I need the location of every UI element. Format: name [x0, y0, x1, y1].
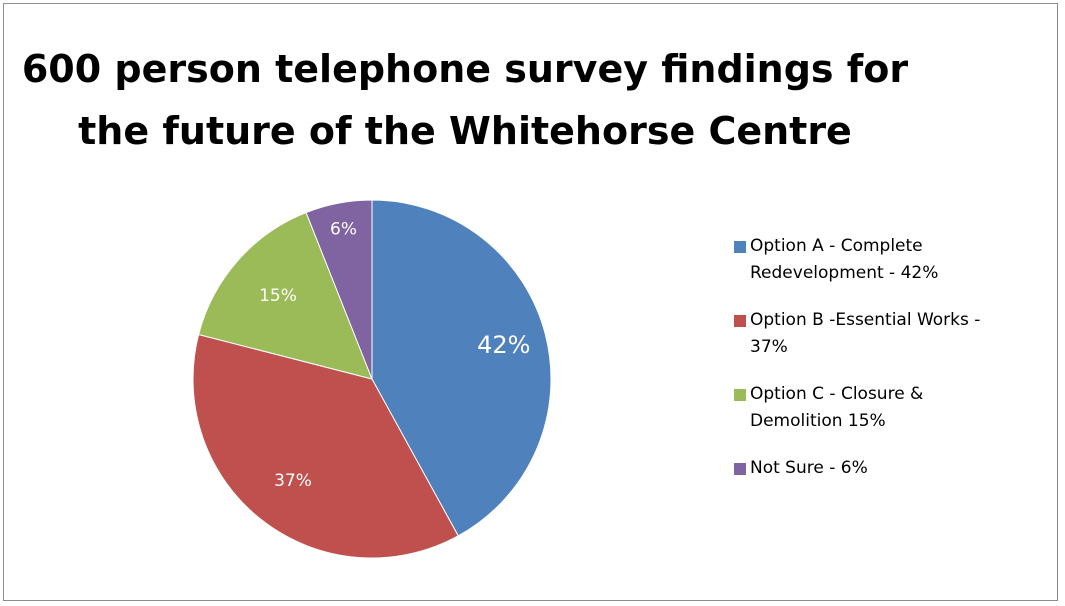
- data-label-option-a: 42%: [477, 331, 530, 359]
- legend-label-option-c-line-2: Demolition 15%: [750, 411, 886, 431]
- legend-swatch-not-sure: [734, 463, 746, 475]
- legend-label-option-b-line-2: 37%: [750, 337, 788, 357]
- legend-label-not-sure-line-1: Not Sure - 6%: [750, 458, 868, 478]
- legend-label-option-c: Option C - Closure & Demolition 15%: [750, 381, 1050, 435]
- legend-label-option-a-line-1: Option A - Complete: [750, 236, 923, 256]
- legend-item-option-b: Option B -Essential Works - 37%: [731, 307, 1051, 361]
- legend-swatch-option-b: [734, 315, 746, 327]
- legend-swatch-option-a: [734, 241, 746, 253]
- data-label-option-c: 15%: [259, 286, 297, 306]
- chart-title: 600 person telephone survey findings for…: [0, 38, 930, 162]
- pie-slice-option-b: [192, 333, 459, 559]
- legend-swatch-option-c: [734, 389, 746, 401]
- legend-item-option-a: Option A - Complete Redevelopment - 42%: [731, 233, 1051, 287]
- legend-label-not-sure: Not Sure - 6%: [750, 455, 1050, 482]
- pie-slice-option-a: [371, 199, 552, 537]
- chart-title-line-2: the future of the Whitehorse Centre: [78, 109, 852, 153]
- legend-label-option-c-line-1: Option C - Closure &: [750, 384, 924, 404]
- pie-slice-option-c: [198, 211, 373, 380]
- legend-label-option-b: Option B -Essential Works - 37%: [750, 307, 1050, 361]
- data-label-option-b: 37%: [274, 471, 312, 491]
- legend-item-option-c: Option C - Closure & Demolition 15%: [731, 381, 1051, 435]
- chart-title-line-1: 600 person telephone survey findings for: [21, 47, 909, 91]
- chart-legend: Option A - Complete Redevelopment - 42% …: [731, 233, 1051, 502]
- pie-slice-not-sure: [305, 199, 373, 380]
- legend-item-not-sure: Not Sure - 6%: [731, 455, 1051, 482]
- legend-label-option-b-line-1: Option B -Essential Works -: [750, 310, 981, 330]
- data-label-not-sure: 6%: [330, 220, 357, 240]
- legend-label-option-a-line-2: Redevelopment - 42%: [750, 263, 939, 283]
- legend-label-option-a: Option A - Complete Redevelopment - 42%: [750, 233, 1050, 287]
